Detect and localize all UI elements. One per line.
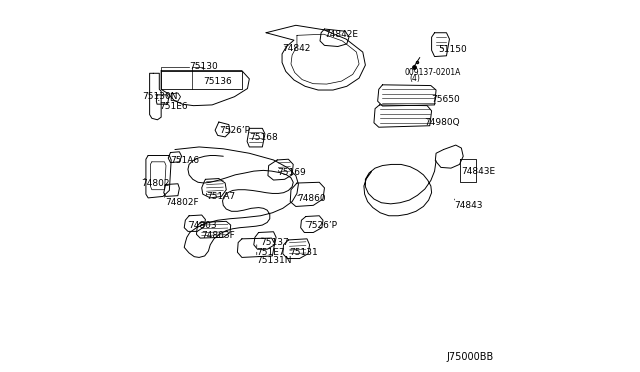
Text: 75169: 75169 (277, 169, 306, 177)
Text: 74843: 74843 (454, 201, 483, 210)
Text: 751A6: 751A6 (170, 156, 200, 165)
Text: 751E6: 751E6 (159, 102, 188, 111)
Text: 74803F: 74803F (202, 231, 236, 240)
Text: 74802F: 74802F (165, 198, 198, 207)
Text: 74802: 74802 (141, 179, 170, 188)
Text: 74860: 74860 (297, 194, 326, 203)
Text: 009137-0201A: 009137-0201A (404, 68, 460, 77)
Text: 74842E: 74842E (324, 30, 358, 39)
Text: 75130: 75130 (189, 62, 218, 71)
Text: J75000BB: J75000BB (447, 352, 493, 362)
Text: 75168: 75168 (250, 133, 278, 142)
Text: 51150: 51150 (438, 45, 467, 54)
Text: 7526’P: 7526’P (220, 126, 251, 135)
Text: 75131N: 75131N (256, 256, 291, 265)
Text: 74843E: 74843E (461, 167, 495, 176)
Text: (4): (4) (410, 74, 420, 83)
Text: 751E7: 751E7 (256, 248, 285, 257)
Text: 75130N: 75130N (142, 92, 178, 101)
Text: 75137: 75137 (260, 238, 289, 247)
Text: 74842: 74842 (282, 44, 310, 53)
Text: 751A7: 751A7 (206, 192, 235, 201)
Text: 75131: 75131 (289, 248, 318, 257)
Text: 7526’P: 7526’P (306, 221, 337, 230)
Text: 75136: 75136 (203, 77, 232, 86)
Text: 75650: 75650 (431, 95, 460, 104)
Text: 74980Q: 74980Q (424, 118, 460, 127)
Text: 74803: 74803 (188, 221, 216, 230)
